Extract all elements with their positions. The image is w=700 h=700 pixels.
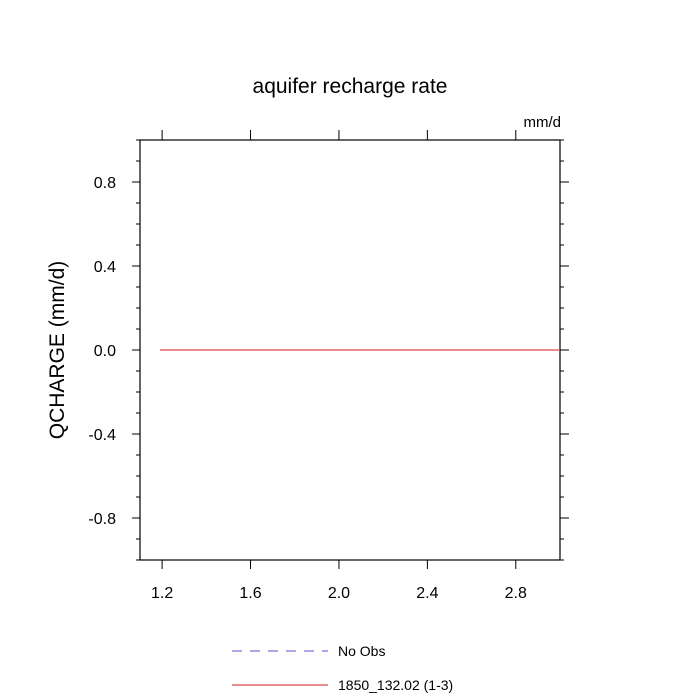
y-axis-label: QCHARGE (mm/d) [46,261,69,440]
legend-label: No Obs [338,643,385,659]
legend: No Obs 1850_132.02 (1-3) [232,643,453,693]
y-tick-label: -0.4 [88,427,116,444]
x-tick-label: 2.8 [505,585,527,602]
x-tick-label: 1.6 [239,585,261,602]
x-tick-label: 1.2 [151,585,173,602]
chart-title: aquifer recharge rate [253,75,448,98]
x-tick-label: 2.0 [328,585,350,602]
x-tick-label: 2.4 [416,585,438,602]
axis-ticks: 0.8 0.4 0.0 -0.4 -0.8 1.2 1.6 2.0 2.4 2.8 [88,130,569,602]
y-tick-label: 0.0 [94,343,116,360]
legend-label: 1850_132.02 (1-3) [338,677,453,693]
y-tick-label: 0.4 [94,259,116,276]
y-tick-label: 0.8 [94,175,116,192]
units-label: mm/d [524,114,562,131]
y-tick-label: -0.8 [88,511,116,528]
